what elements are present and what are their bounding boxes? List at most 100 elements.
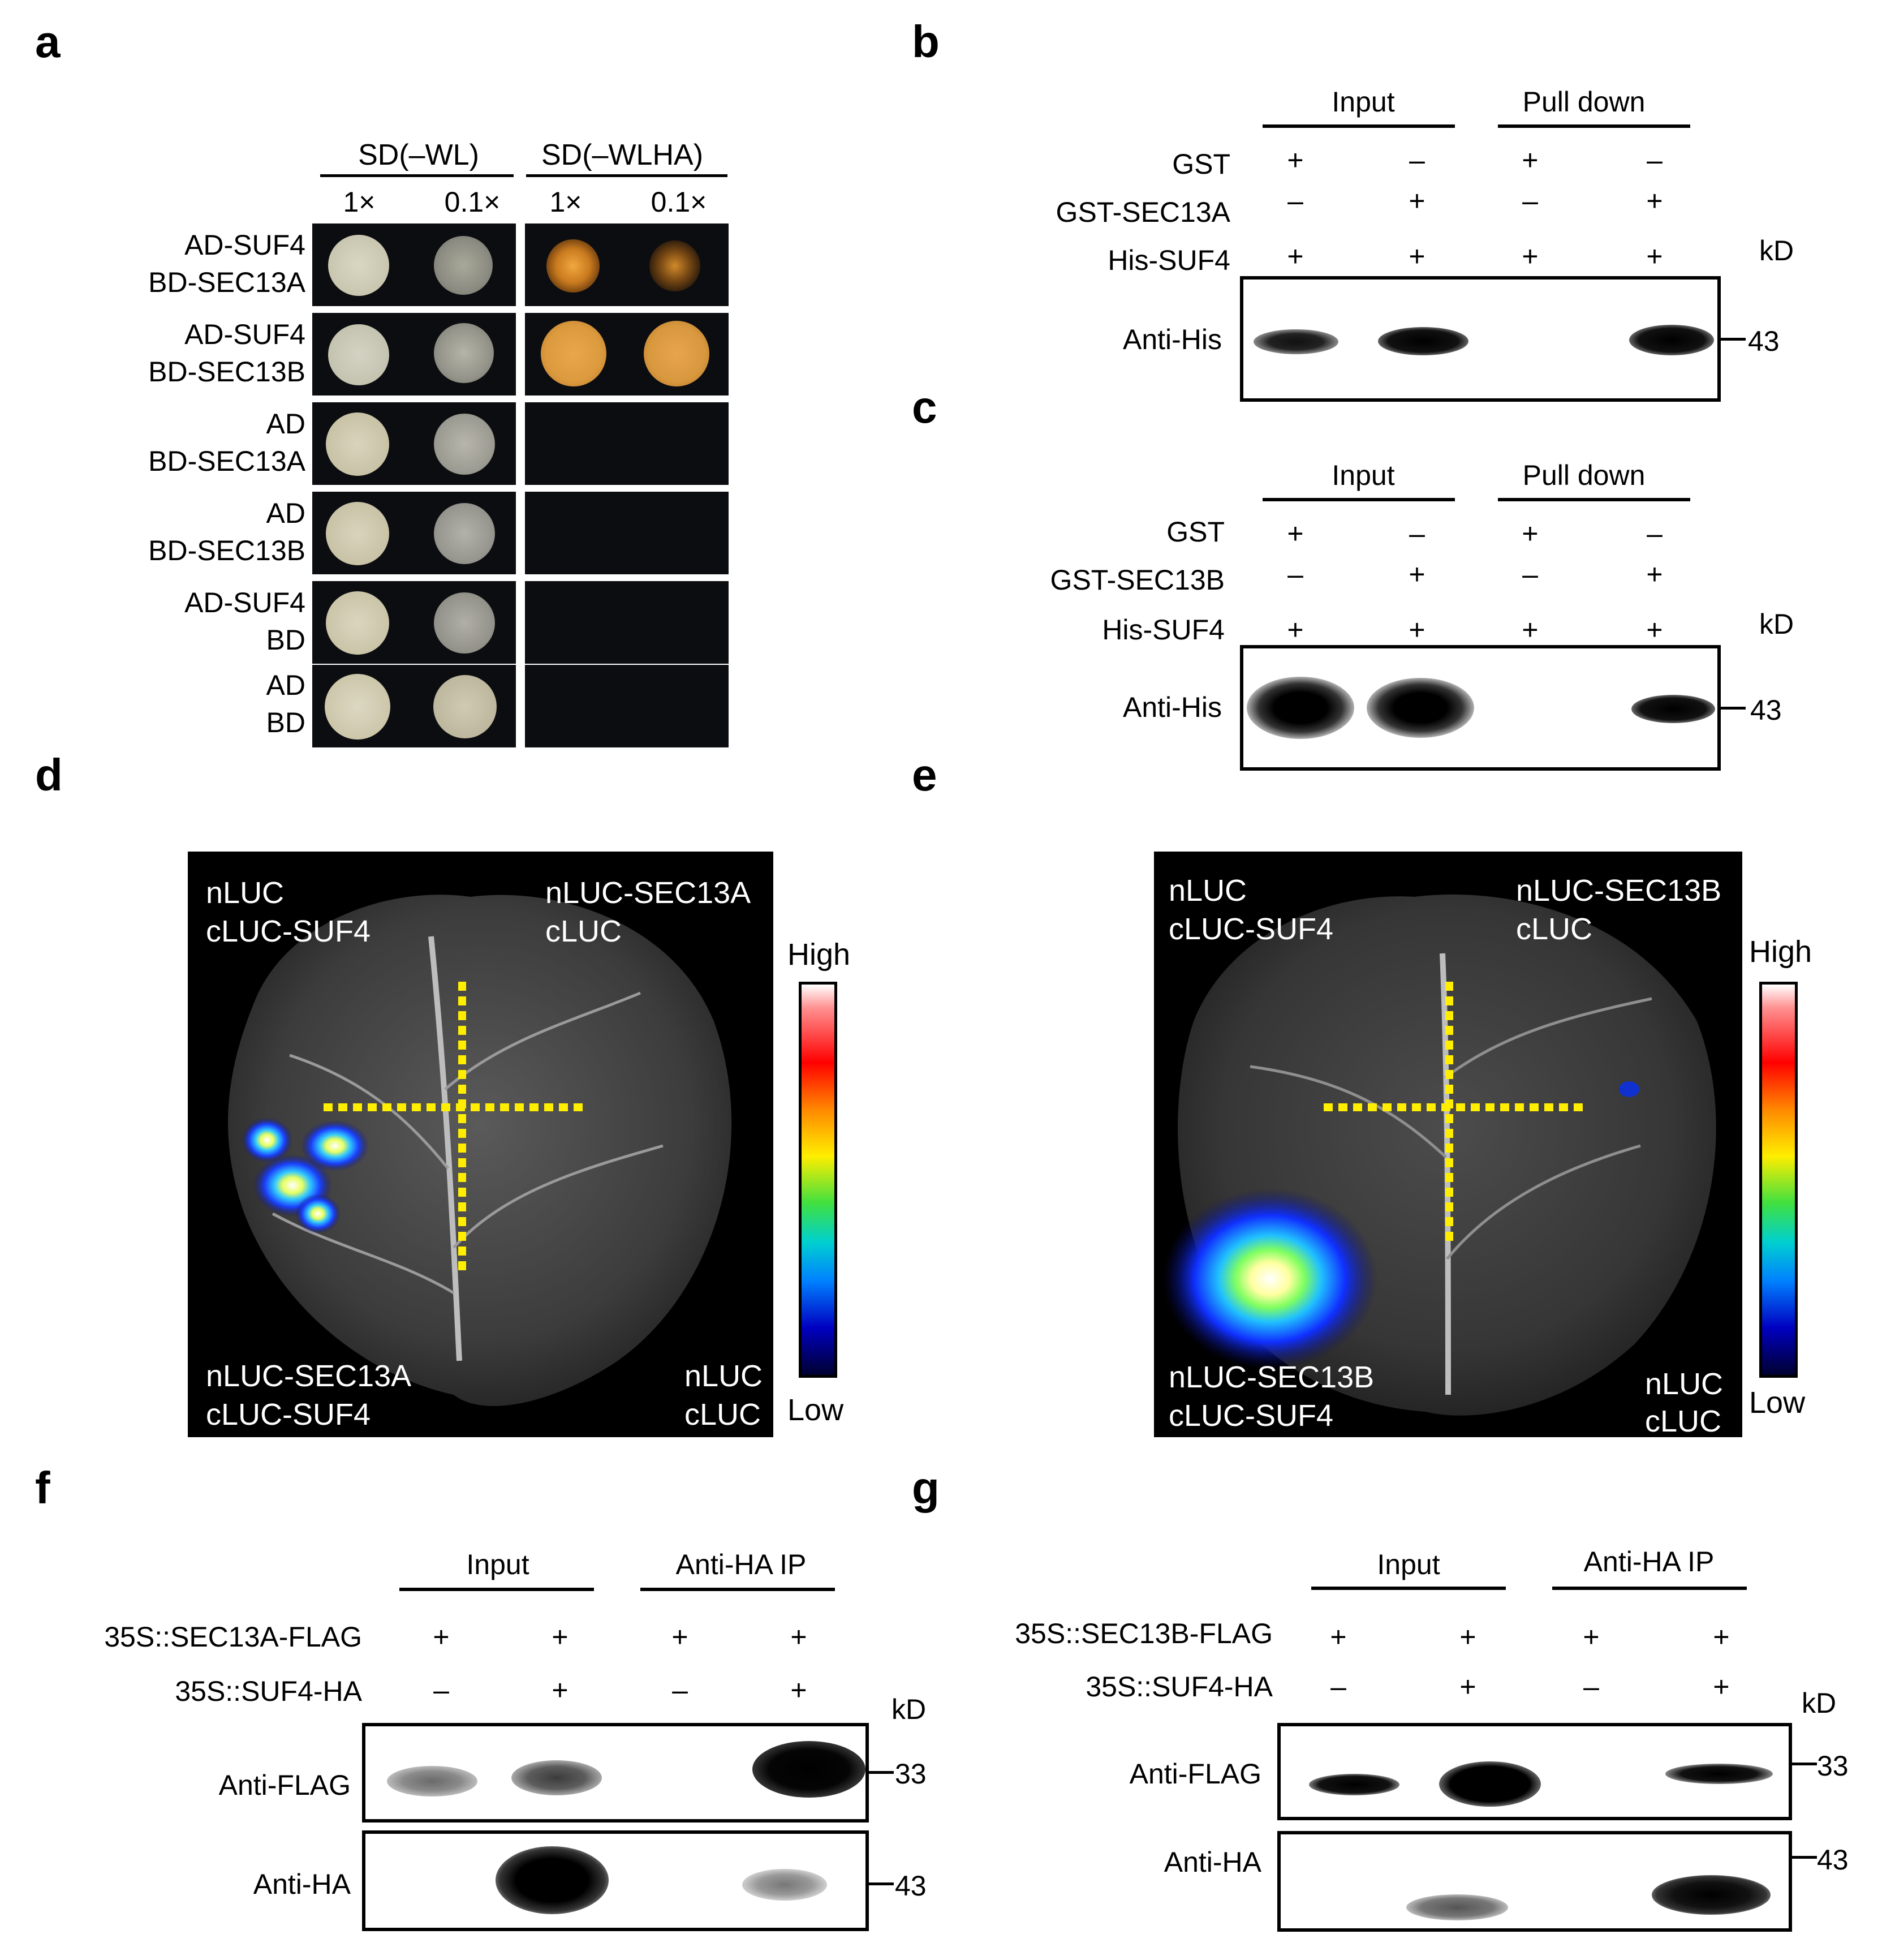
sign: + (1646, 185, 1663, 217)
sign: – (1330, 1671, 1346, 1703)
yeast-plate-tile (525, 313, 729, 396)
sign: + (1713, 1671, 1730, 1703)
sign: + (1646, 558, 1663, 590)
leaf-vein (272, 1212, 455, 1295)
blot-antibody-label: Anti-FLAG (1129, 1758, 1261, 1790)
sign: – (1583, 1671, 1599, 1703)
bracket-ip (640, 1588, 835, 1591)
luminescence-signal (295, 1194, 341, 1233)
leaf-drawing (228, 895, 732, 1406)
leaf-vein (289, 1054, 449, 1170)
bracket-pulldown (1498, 124, 1690, 128)
sign: + (1713, 1621, 1730, 1653)
yeast-row-label: AD (266, 408, 305, 440)
infiltration-label: cLUC (684, 1398, 761, 1432)
panel-b-label: b (912, 16, 940, 67)
marker-tick (1792, 1763, 1817, 1765)
coip-header-input: Input (466, 1549, 529, 1580)
construct-label: 35S::SUF4-HA (1086, 1671, 1273, 1703)
sign: + (1287, 518, 1304, 549)
yeast-row-label: BD-SEC13A (148, 267, 305, 298)
blot-band (752, 1741, 865, 1798)
sign: + (1330, 1621, 1347, 1653)
yeast-colony (434, 414, 495, 475)
infiltration-label: cLUC (1645, 1404, 1722, 1437)
construct-label: GST-SEC13A (1056, 196, 1230, 228)
western-blot-ha (1277, 1831, 1792, 1932)
sign: – (1647, 518, 1663, 549)
infiltration-label: nLUC (684, 1359, 763, 1393)
sign: – (1287, 558, 1303, 590)
sign: – (1409, 518, 1425, 549)
luciferase-image: nLUC cLUC-SUF4 nLUC-SEC13B cLUC nLUC-SEC… (1154, 852, 1742, 1437)
colorbar-low-label: Low (787, 1393, 844, 1427)
sign: + (1459, 1671, 1476, 1703)
yeast-row-label: BD-SEC13B (148, 535, 305, 566)
media-header-wlha: SD(–WLHA) (541, 139, 704, 171)
construct-label: GST-SEC13B (1050, 564, 1225, 596)
yeast-colony (328, 324, 389, 385)
media-bracket-wl (320, 174, 514, 177)
yeast-row-label: AD-SUF4 (184, 319, 305, 350)
kd-unit: kD (1759, 608, 1794, 640)
luciferase-image: nLUC cLUC-SUF4 nLUC-SEC13A cLUC nLUC-SEC… (188, 852, 773, 1437)
luminescence-signal (1619, 1081, 1639, 1097)
sign: + (1646, 240, 1663, 272)
bracket-input (399, 1588, 594, 1591)
yeast-colony (434, 236, 493, 295)
panel-e-label: e (912, 750, 937, 800)
western-blot-flag (1277, 1723, 1792, 1820)
media-header-wl: SD(–WL) (358, 139, 479, 171)
bracket-pulldown (1498, 498, 1690, 501)
marker-label: 33 (895, 1758, 927, 1790)
sign: – (1522, 558, 1538, 590)
yeast-row-label: AD (266, 669, 305, 701)
leaf-vein (1446, 1144, 1641, 1260)
yeast-colony (649, 240, 700, 291)
yeast-colony (644, 321, 709, 386)
luminescence-signal (242, 1117, 292, 1163)
blot-band (496, 1846, 609, 1914)
yeast-plate-tile (312, 581, 516, 664)
construct-label: 35S::SEC13A-FLAG (104, 1621, 362, 1653)
marker-label: 43 (1817, 1844, 1849, 1876)
pulldown-header-input: Input (1332, 86, 1395, 118)
kd-unit: kD (891, 1693, 927, 1725)
blot-band (511, 1760, 602, 1795)
marker-label: 43 (1750, 694, 1782, 726)
sign: + (790, 1674, 807, 1706)
sign: – (1647, 144, 1663, 176)
western-blot (1240, 645, 1721, 771)
construct-label: GST (1172, 148, 1230, 180)
pulldown-header-pulldown: Pull down (1522, 459, 1646, 491)
blot-antibody-label: Anti-FLAG (218, 1769, 351, 1801)
infiltration-label: nLUC-SEC13A (206, 1359, 412, 1393)
bracket-ip (1552, 1587, 1747, 1590)
leaf-midrib (428, 936, 462, 1361)
sign: + (1409, 614, 1425, 646)
yeast-colony (326, 591, 389, 655)
infiltration-label: cLUC-SUF4 (206, 1398, 371, 1432)
yeast-row-label: AD-SUF4 (184, 587, 305, 618)
western-blot (1240, 276, 1721, 402)
luminescence-signal (1162, 1188, 1377, 1369)
yeast-plate-tile (312, 665, 516, 747)
yeast-row-label: BD-SEC13B (148, 356, 305, 388)
yeast-colony (546, 239, 600, 293)
infiltration-label: cLUC-SUF4 (1169, 1399, 1334, 1433)
yeast-colony (434, 592, 495, 654)
marker-tick (1792, 1856, 1817, 1859)
yeast-colony (326, 502, 389, 565)
yeast-plate-tile (312, 223, 516, 306)
kd-unit: kD (1802, 1687, 1837, 1719)
blot-band (387, 1766, 477, 1796)
blot-band (742, 1869, 827, 1901)
leaf-vein (1250, 1065, 1447, 1158)
construct-label: 35S::SUF4-HA (175, 1675, 362, 1707)
sign: + (1409, 185, 1425, 217)
colorbar-high-label: High (787, 938, 851, 972)
blot-band (1247, 677, 1354, 739)
leaf-vein (444, 991, 641, 1090)
yeast-colony (433, 675, 497, 738)
media-bracket-wlha (526, 174, 727, 177)
